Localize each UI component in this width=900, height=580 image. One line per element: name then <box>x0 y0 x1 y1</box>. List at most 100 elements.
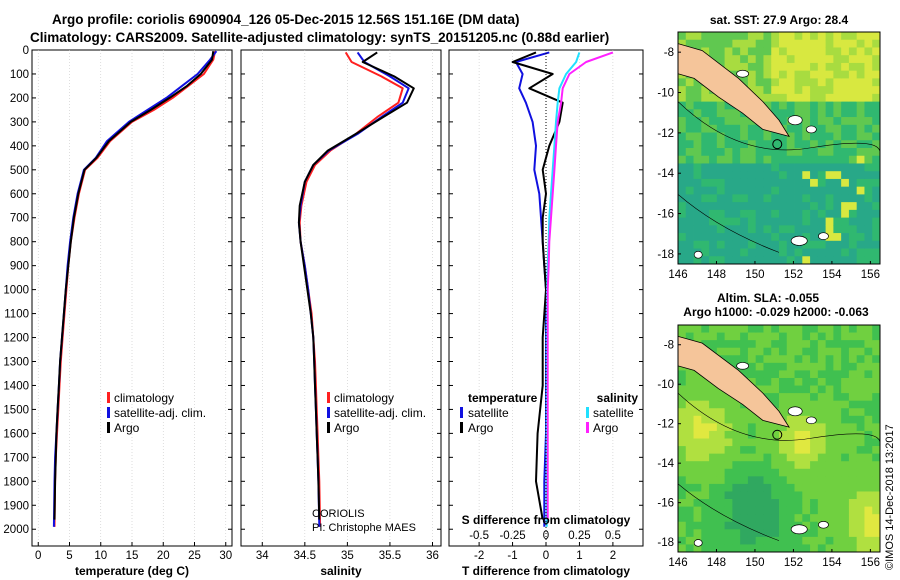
map-cell <box>848 362 858 371</box>
pi-annotation: PI: Christophe MAES <box>312 522 416 534</box>
map-cell <box>825 93 834 102</box>
map-cell <box>693 78 702 87</box>
map-cell <box>724 430 733 439</box>
map-cell <box>872 124 880 133</box>
map-cell <box>848 117 858 126</box>
map-cell <box>872 415 880 424</box>
map-cell <box>802 408 811 417</box>
map-cell <box>771 347 780 356</box>
map-cell <box>709 140 718 149</box>
map-cell <box>841 468 850 477</box>
map-cell <box>779 101 788 110</box>
map-cell <box>848 256 858 264</box>
map-cell <box>716 225 726 234</box>
map-cell <box>701 202 710 211</box>
map-cell <box>786 178 795 188</box>
depth-tick-label: 900 <box>10 261 29 273</box>
map-cell <box>833 536 842 545</box>
map-cell <box>794 483 803 492</box>
map-cell <box>747 340 757 349</box>
map-cell <box>794 400 803 409</box>
map-cell <box>817 430 827 439</box>
map-cell <box>817 39 827 48</box>
map-cell <box>755 438 764 447</box>
map-cell <box>794 377 803 386</box>
map-cell <box>716 163 726 172</box>
map-cell <box>779 438 788 447</box>
map-cell <box>716 217 726 226</box>
map-cell <box>763 217 772 226</box>
map-cell <box>755 325 764 333</box>
map-cell <box>701 32 710 41</box>
map-cell <box>841 415 850 424</box>
map-cell <box>864 163 873 172</box>
map-cell <box>685 370 694 379</box>
map-cell <box>771 377 780 386</box>
map-cell <box>755 468 764 477</box>
map-cell <box>763 347 772 356</box>
map-cell <box>779 483 788 492</box>
map-cell <box>810 491 819 500</box>
map-cell <box>747 362 757 371</box>
map-cell <box>685 491 694 500</box>
map-cell <box>794 209 803 218</box>
map-cell <box>786 109 795 118</box>
map-cell <box>833 347 842 356</box>
map-cell <box>763 55 772 64</box>
map-cell <box>747 32 757 41</box>
map-cell <box>833 468 842 477</box>
map-cell <box>755 347 764 356</box>
map-cell <box>747 140 757 149</box>
map-cell <box>802 400 811 409</box>
map-cell <box>810 171 819 180</box>
map-cell <box>856 393 865 402</box>
map-cell <box>810 461 819 470</box>
map-sla <box>678 325 880 552</box>
map-cell <box>724 423 733 432</box>
map-cell <box>872 393 880 402</box>
x-tick-label: 2 <box>610 550 616 562</box>
map-cell <box>747 415 757 424</box>
map-cell <box>732 468 741 477</box>
legend-label-s-satellite: satellite <box>593 406 634 420</box>
x-tick-label: 5 <box>66 550 72 562</box>
map-cell <box>841 430 850 439</box>
depth-tick-label: 1400 <box>3 380 29 392</box>
map-cell <box>779 430 788 439</box>
map-cell <box>833 362 842 371</box>
map-cell <box>763 101 772 110</box>
map-cell <box>763 529 772 538</box>
map-cell <box>716 536 726 545</box>
map-cell <box>732 544 741 552</box>
map-cell <box>825 39 834 48</box>
map-cell <box>771 453 780 462</box>
map-cell <box>732 171 741 180</box>
map-cell <box>833 163 842 172</box>
map-cell <box>794 47 803 56</box>
map-cell <box>701 140 710 149</box>
map-cell <box>779 347 788 356</box>
map-cell <box>841 491 850 500</box>
map-cell <box>740 209 749 218</box>
map-cell <box>709 536 718 545</box>
map-cell <box>732 225 741 234</box>
map-cell <box>802 148 811 157</box>
map-cell <box>771 430 780 439</box>
map-cell <box>856 385 865 394</box>
map-cell <box>763 39 772 48</box>
map-cell <box>817 362 827 371</box>
map-cell <box>825 430 834 439</box>
map-cell <box>833 256 842 264</box>
map-cell <box>716 332 726 341</box>
map-cell <box>709 163 718 172</box>
map-cell <box>833 544 842 552</box>
map-cell <box>740 256 749 264</box>
map-cell <box>856 514 865 523</box>
map-cell <box>810 468 819 477</box>
map-cell <box>709 240 718 249</box>
map-cell <box>848 446 858 455</box>
island <box>693 250 703 259</box>
map-cell <box>709 430 718 439</box>
map-cell <box>709 385 718 394</box>
map-cell <box>701 491 710 500</box>
